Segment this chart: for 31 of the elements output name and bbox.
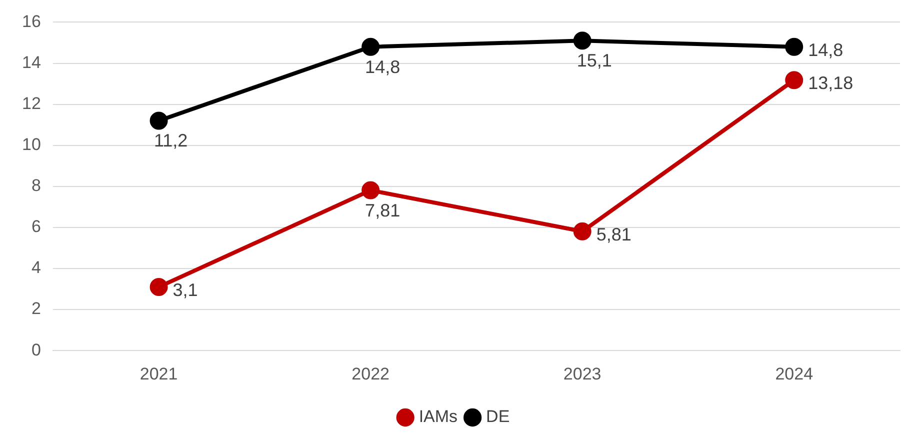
y-tick-label: 10 xyxy=(22,135,41,154)
point xyxy=(785,38,804,56)
legend-label: IAMs xyxy=(418,407,458,426)
data-label: 13,18 xyxy=(808,73,854,94)
point xyxy=(150,278,168,296)
y-tick-label: 16 xyxy=(22,12,41,31)
y-tick-label: 2 xyxy=(31,299,41,318)
data-label: 7,81 xyxy=(365,200,400,220)
data-label: 5,81 xyxy=(596,224,632,244)
y-tick-label: 6 xyxy=(31,217,41,236)
point xyxy=(150,112,168,130)
x-tick-label: 2023 xyxy=(563,364,602,384)
y-tick-label: 14 xyxy=(22,52,41,72)
data-label: 15,1 xyxy=(576,50,612,71)
y-tick-label: 4 xyxy=(31,258,41,278)
point xyxy=(362,181,380,200)
point xyxy=(573,222,592,240)
data-label: 14,8 xyxy=(365,56,400,77)
point xyxy=(573,32,592,50)
x-tick-label: 2022 xyxy=(352,364,390,384)
data-label: 11,2 xyxy=(154,130,188,151)
y-tick-label: 8 xyxy=(31,176,41,196)
y-tick-label: 12 xyxy=(22,94,41,113)
data-label: 3,1 xyxy=(172,280,198,300)
x-tick-label: 2021 xyxy=(140,364,178,384)
data-label: 14,8 xyxy=(808,40,844,60)
point xyxy=(785,71,804,90)
legend-label: DE xyxy=(486,407,510,426)
y-tick-label: 0 xyxy=(31,340,41,360)
point xyxy=(362,38,380,56)
x-tick-label: 2024 xyxy=(775,364,814,384)
